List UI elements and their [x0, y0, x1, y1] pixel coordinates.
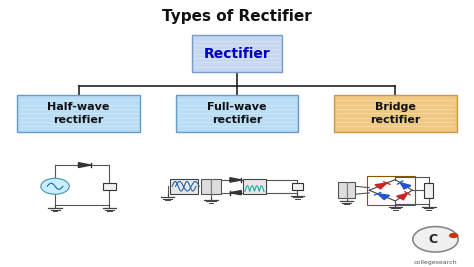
- FancyBboxPatch shape: [334, 95, 457, 132]
- FancyBboxPatch shape: [424, 183, 434, 198]
- Polygon shape: [78, 163, 91, 167]
- Text: Bridge
rectifier: Bridge rectifier: [370, 102, 420, 125]
- FancyBboxPatch shape: [17, 95, 140, 132]
- FancyBboxPatch shape: [243, 179, 266, 194]
- Text: Full-wave
rectifier: Full-wave rectifier: [207, 102, 267, 125]
- Polygon shape: [378, 194, 390, 199]
- Text: Types of Rectifier: Types of Rectifier: [162, 9, 312, 24]
- Text: Half-wave
rectifier: Half-wave rectifier: [47, 102, 110, 125]
- FancyBboxPatch shape: [201, 179, 211, 194]
- Text: C: C: [428, 233, 438, 246]
- FancyBboxPatch shape: [346, 182, 355, 198]
- FancyBboxPatch shape: [170, 179, 198, 194]
- FancyBboxPatch shape: [192, 35, 282, 72]
- Polygon shape: [230, 178, 241, 182]
- Polygon shape: [397, 193, 408, 200]
- FancyBboxPatch shape: [338, 182, 346, 198]
- FancyBboxPatch shape: [175, 95, 299, 132]
- FancyBboxPatch shape: [103, 183, 116, 190]
- Text: collegesearch: collegesearch: [414, 260, 457, 265]
- Circle shape: [413, 227, 458, 252]
- FancyBboxPatch shape: [211, 179, 221, 194]
- Circle shape: [449, 233, 458, 238]
- Circle shape: [41, 178, 69, 194]
- Polygon shape: [375, 183, 387, 189]
- FancyBboxPatch shape: [292, 183, 303, 190]
- Text: Rectifier: Rectifier: [204, 47, 270, 61]
- Polygon shape: [400, 183, 411, 189]
- Polygon shape: [230, 191, 241, 195]
